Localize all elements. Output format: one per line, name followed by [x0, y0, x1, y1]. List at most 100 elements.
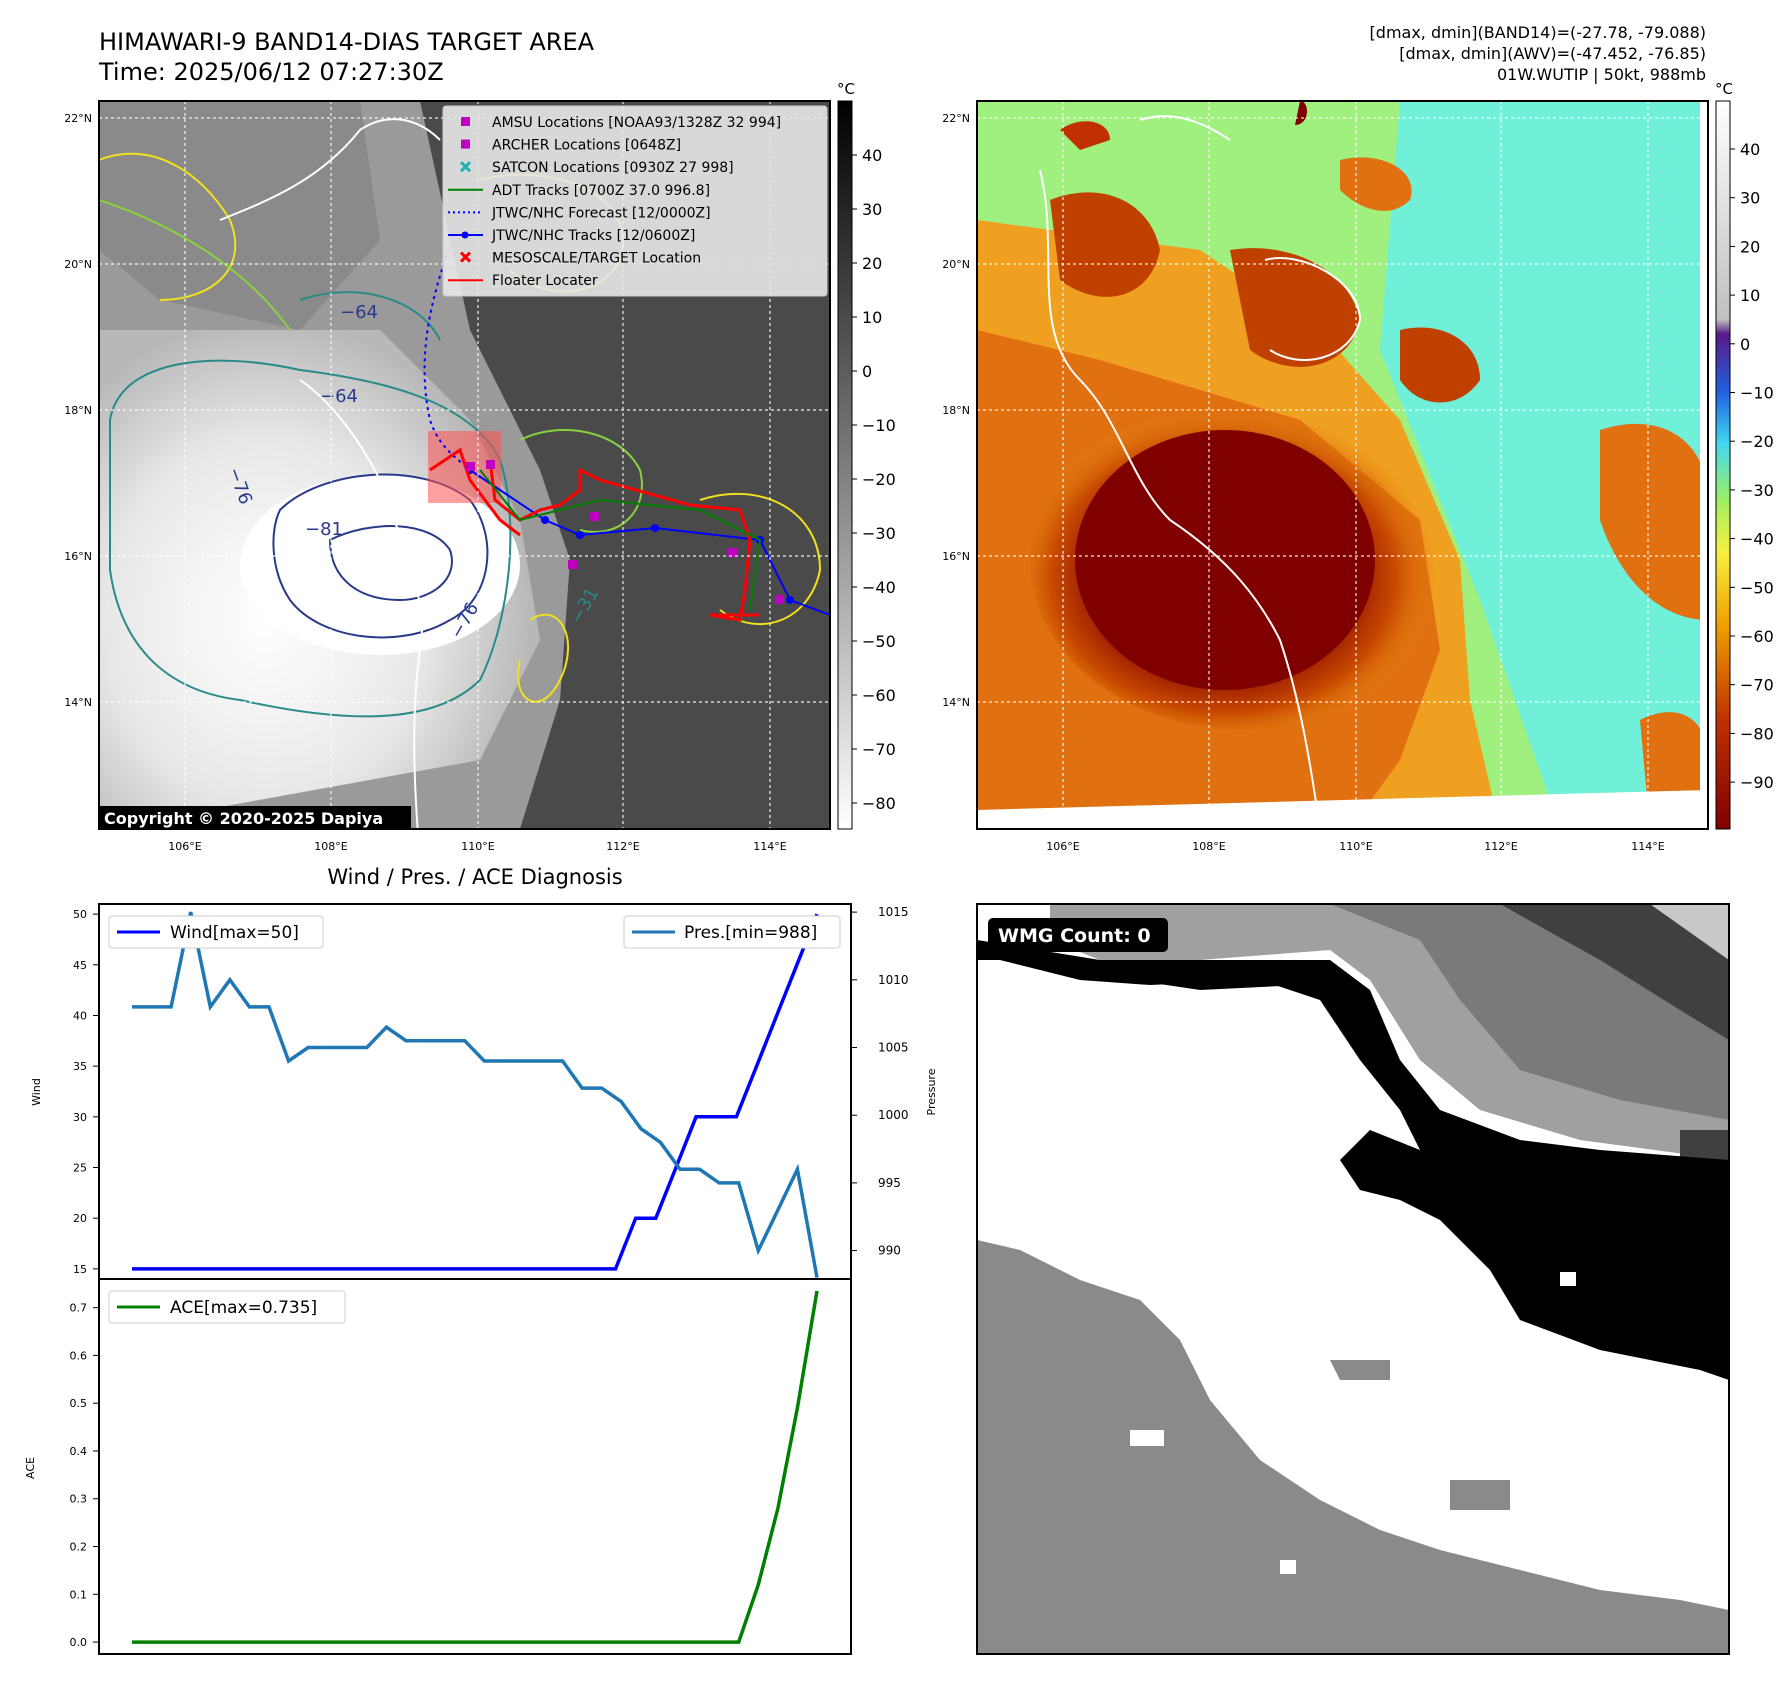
legend-label: SATCON Locations [0930Z 27 998]: [492, 160, 734, 176]
lon-tick: 112°E: [606, 840, 639, 853]
lon-tick: 108°E: [314, 840, 347, 853]
lon-tick: 114°E: [753, 840, 786, 853]
legend-wind: Wind[max=50]: [170, 923, 299, 943]
legend-label: JTWC/NHC Forecast [12/0000Z]: [491, 205, 711, 221]
legend-label: Floater Locater: [492, 273, 598, 289]
ace-chart: ACE 0.0 0.1 0.2 0.3 0.4 0.5 0.6 0.7 ACE[max=0.7…: [24, 1278, 852, 1655]
lat-tick: 16°N: [64, 550, 92, 563]
main-title: HIMAWARI-9 BAND14-DIAS TARGET AREA: [99, 28, 595, 56]
colorbar-tick: −60: [1740, 627, 1774, 646]
colorbar-tick: −90: [1740, 773, 1774, 792]
legend-item: ARCHER Locations [0648Z]: [461, 138, 681, 154]
colorbar-tick: 40: [862, 146, 882, 165]
floater-track: [488, 459, 760, 622]
legend-label: ADT Tracks [0700Z 37.0 996.8]: [492, 183, 710, 199]
y2-tick: 1015: [878, 905, 909, 919]
colorbar-tick: −40: [1740, 530, 1774, 549]
ace-y-tick: 0.6: [70, 1349, 88, 1362]
contour-label: −64: [340, 302, 378, 323]
chart-title: Wind / Pres. / ACE Diagnosis: [327, 865, 622, 889]
lon-tick: 114°E: [1631, 840, 1664, 853]
y2-axis-label: Pressure: [925, 1068, 938, 1115]
ace-y-tick: 0.1: [70, 1588, 88, 1601]
y2-tick: 990: [878, 1244, 901, 1258]
y-tick: 25: [73, 1162, 87, 1175]
legend-marker: [459, 251, 472, 263]
y-tick: 30: [73, 1111, 87, 1124]
ace-y-axis-label: ACE: [24, 1457, 37, 1479]
ace-y-tick: 0.5: [70, 1397, 88, 1410]
colorbar-tick: −10: [862, 416, 896, 435]
y2-tick: 1010: [878, 973, 909, 987]
series-line: [132, 913, 819, 1271]
legend-label: AMSU Locations [NOAA93/1328Z 32 994]: [492, 115, 781, 131]
colorbar-tick: −20: [1740, 432, 1774, 451]
legend-item: Floater Locater: [448, 273, 598, 289]
ace-y-tick: 0.4: [70, 1445, 88, 1458]
colorbar-tick: 30: [862, 200, 882, 219]
colorbar-tick: −70: [1740, 676, 1774, 695]
colorbar-tick: −20: [862, 470, 896, 489]
left-colorbar: °C 40 30 20 10 0 −10 −20 −30 −40 −50 −60 −70 −80: [837, 80, 896, 830]
legend-pressure: Pres.[min=988]: [684, 923, 817, 943]
y-tick: 20: [73, 1212, 87, 1225]
colorbar-tick: 40: [1740, 140, 1760, 159]
legend-item: SATCON Locations [0930Z 27 998]: [459, 160, 734, 176]
colorbar-tick: −10: [1740, 384, 1774, 403]
legend: AMSU Locations [NOAA93/1328Z 32 994] ARCH…: [442, 105, 828, 297]
contour-label: −64: [320, 386, 358, 407]
colorbar-tick: −80: [1740, 724, 1774, 743]
right-awv-map: [976, 100, 1709, 830]
colorbar-unit: °C: [837, 80, 855, 98]
colorbar-tick: 0: [1740, 335, 1750, 354]
colorbar-tick: −40: [862, 578, 896, 597]
colorbar-tick: −50: [862, 632, 896, 651]
lat-tick: 14°N: [64, 696, 92, 709]
lat-tick: 22°N: [942, 112, 970, 125]
legend-marker: [461, 117, 470, 126]
lon-tick: 106°E: [1046, 840, 1079, 853]
lon-tick: 108°E: [1192, 840, 1225, 853]
lat-tick: 18°N: [942, 404, 970, 417]
ace-y-tick: 0.3: [70, 1493, 88, 1506]
y-axis-label: Wind: [30, 1078, 43, 1106]
y-tick: 40: [73, 1009, 87, 1022]
colorbar-tick: −80: [862, 794, 896, 813]
legend-ace: ACE[max=0.735]: [170, 1298, 317, 1318]
legend-item: MESOSCALE/TARGET Location: [459, 251, 701, 267]
legend-label: MESOSCALE/TARGET Location: [492, 251, 701, 267]
lat-tick: 20°N: [942, 258, 970, 271]
legend-marker: [459, 161, 472, 173]
y-tick: 15: [73, 1263, 87, 1276]
ace-y-tick: 0.7: [70, 1302, 88, 1315]
y2-tick: 1005: [878, 1041, 909, 1055]
colorbar-tick: −30: [862, 524, 896, 543]
lat-tick: 20°N: [64, 258, 92, 271]
legend-marker: [461, 139, 470, 149]
legend-label: ARCHER Locations [0648Z]: [492, 138, 681, 154]
colorbar-tick: −60: [862, 686, 896, 705]
contour-label: −81: [305, 519, 343, 540]
y2-tick: 1000: [878, 1108, 909, 1122]
legend-item: JTWC/NHC Tracks [12/0600Z]: [448, 228, 695, 244]
dmax-awv: [dmax, dmin](AWV)=(-47.452, -76.85): [1399, 44, 1706, 63]
lat-tick: 16°N: [942, 550, 970, 563]
adt-track: [479, 469, 762, 611]
lat-tick: 14°N: [942, 696, 970, 709]
colorbar-tick: −70: [862, 740, 896, 759]
legend-item: JTWC/NHC Forecast [12/0000Z]: [448, 205, 711, 221]
ace-y-tick: 0.0: [70, 1636, 88, 1649]
colorbar-tick: 30: [1740, 189, 1760, 208]
copyright-text: Copyright © 2020-2025 Dapiya: [104, 809, 383, 828]
legend-label: JTWC/NHC Tracks [12/0600Z]: [491, 228, 695, 244]
colorbar-tick: −50: [1740, 578, 1774, 597]
ace-y-tick: 0.2: [70, 1541, 88, 1554]
y2-tick: 995: [878, 1176, 901, 1190]
lon-tick: 110°E: [1339, 840, 1372, 853]
y-tick: 35: [73, 1060, 87, 1073]
time-stamp: Time: 2025/06/12 07:27:30Z: [98, 58, 444, 86]
wind-pressure-chart: Wind Pressure 15 20 25 30 35 40 45 50 990 995 100…: [30, 903, 938, 1280]
colorbar-tick: 20: [1740, 237, 1760, 256]
colorbar-tick: 0: [862, 362, 872, 381]
legend-item: AMSU Locations [NOAA93/1328Z 32 994]: [461, 115, 781, 131]
